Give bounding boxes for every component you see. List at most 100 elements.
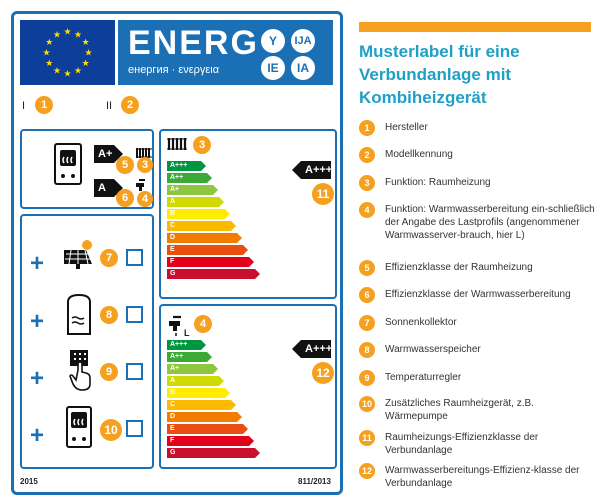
boiler-icon: [54, 143, 82, 185]
load-profile-letter: L: [184, 328, 190, 338]
legend-number: 1: [359, 120, 375, 136]
water-heating-scale-box: L 4 A+++ A++ A+ A B C D E F G A+++ 12: [159, 304, 337, 469]
eu-star-icon: ★: [53, 67, 61, 77]
legend-number: 10: [359, 396, 375, 412]
scale-bar-ap: A+: [167, 185, 218, 195]
marker-6: 6: [116, 189, 134, 207]
energ-word: ENERG: [128, 24, 259, 62]
scale-bar-b: B: [167, 209, 230, 219]
eu-star-icon: ★: [84, 49, 92, 59]
lang-code-ija: IJA: [291, 29, 315, 53]
legend-number: 4: [359, 202, 375, 218]
legend-number: 8: [359, 342, 375, 358]
scale-bar-appp: A+++: [167, 340, 206, 350]
legend-text: Hersteller: [385, 122, 428, 133]
scale-bar-c: C: [167, 400, 236, 410]
marker-4-small: 4: [137, 191, 153, 207]
marker-4: 4: [194, 315, 212, 333]
plus-solar: +: [30, 250, 45, 277]
scale-bar-f: F: [167, 436, 254, 446]
footer-regulation: 811/2013: [298, 477, 331, 486]
eu-star-icon: ★: [45, 38, 53, 48]
legend-text: Zusätzliches Raumheizgerät, z.B. Wärmepu…: [385, 398, 534, 422]
scale-bar-app: A++: [167, 173, 212, 183]
accent-bar: [359, 22, 591, 32]
legend-number: 6: [359, 287, 375, 303]
legend-number: 12: [359, 463, 375, 479]
legend-text: Raumheizungs-Effizienzklasse der Verbund…: [385, 432, 539, 456]
space-heating-class-pointer: A+++: [292, 161, 332, 179]
legend-text: Temperaturregler: [385, 372, 462, 383]
eu-star-icon: ★: [63, 70, 71, 80]
plus-heater: +: [30, 422, 45, 449]
scale-bar-app: A++: [167, 352, 212, 362]
lang-code-y: Y: [261, 29, 285, 53]
legend-text: Modellkennung: [385, 149, 453, 160]
legend-text: Effizienzklasse der Warmwasserbereitung: [385, 289, 571, 300]
package-space-class: A+: [94, 145, 123, 163]
lang-code-ia: IA: [291, 56, 315, 80]
eu-star-icon: ★: [42, 49, 50, 59]
marker-2: 2: [121, 96, 139, 114]
plus-storage: +: [30, 308, 45, 335]
eu-flag-icon: ★ ★ ★ ★ ★ ★ ★ ★ ★ ★ ★ ★: [20, 20, 115, 85]
solar-collector-icon: [64, 240, 92, 269]
marker-10: 10: [100, 419, 122, 441]
package-water-class: A: [94, 179, 123, 197]
marker-3: 3: [193, 136, 211, 154]
scale-bar-a: A: [167, 197, 224, 207]
scale-bar-d: D: [167, 233, 242, 243]
legend-number: 2: [359, 147, 375, 163]
checkbox-solar: [126, 249, 143, 266]
eu-star-icon: ★: [53, 30, 61, 40]
tap-icon: [169, 315, 181, 336]
scale-bar-a: A: [167, 376, 224, 386]
legend-text: Warmwasserbereitungs-Effizienz-klasse de…: [385, 465, 580, 489]
legend-text: Funktion: Warmwasserbereitung ein-schlie…: [385, 204, 595, 241]
marker-11: 11: [312, 183, 334, 205]
checkbox-controller: [126, 363, 143, 380]
eu-star-icon: ★: [82, 38, 90, 48]
eu-star-icon: ★: [74, 67, 82, 77]
scale-bar-c: C: [167, 221, 236, 231]
scale-bar-e: E: [167, 245, 248, 255]
energy-label: ★ ★ ★ ★ ★ ★ ★ ★ ★ ★ ★ ★ ENERG енергия · ενεργεια Y …: [11, 11, 343, 495]
legend-number: 5: [359, 260, 375, 276]
scale-bar-ap: A+: [167, 364, 218, 374]
panel-title: Musterlabel für eine Verbundanlage mit K…: [359, 42, 520, 107]
marker-8: 8: [100, 306, 118, 324]
components-box: + 7 + 8 + 9 + 10: [20, 214, 154, 469]
legend-text: Effizienzklasse der Raumheizung: [385, 262, 533, 273]
marker-1: 1: [35, 96, 53, 114]
checkbox-storage: [126, 306, 143, 323]
marker-12: 12: [312, 362, 334, 384]
hot-water-tank-icon: [67, 294, 91, 335]
marker-5: 5: [116, 156, 134, 174]
energy-header: ENERG енергия · ενεργεια Y IJA IE IA: [118, 20, 333, 85]
eu-star-icon: ★: [82, 59, 90, 69]
eu-star-icon: ★: [74, 30, 82, 40]
footer-year: 2015: [20, 477, 38, 486]
marker-9: 9: [100, 363, 118, 381]
combi-heater-box: A+ 5 3 A 6 4: [20, 129, 154, 209]
tap-small-icon: [136, 179, 145, 191]
supplementary-heater-icon: [66, 406, 92, 448]
legend-number: 3: [359, 175, 375, 191]
lang-code-ie: IE: [261, 56, 285, 80]
supplier-roman: I: [22, 100, 26, 112]
eu-star-icon: ★: [63, 28, 71, 38]
legend-number: 7: [359, 315, 375, 331]
scale-bar-appp: A+++: [167, 161, 206, 171]
scale-bar-b: B: [167, 388, 230, 398]
temperature-controller-icon: [69, 350, 91, 391]
scale-bar-g: G: [167, 269, 260, 279]
marker-7: 7: [100, 249, 118, 267]
legend-number: 11: [359, 430, 375, 446]
space-heating-scale-box: 3 A+++ A++ A+ A B C D E F G A+++ 11: [159, 129, 337, 299]
plus-controller: +: [30, 365, 45, 392]
legend-text: Funktion: Raumheizung: [385, 177, 491, 188]
model-roman: II: [106, 100, 113, 112]
checkbox-heater: [126, 420, 143, 437]
legend-text: Warmwasserspeicher: [385, 344, 481, 355]
scale-bar-g: G: [167, 448, 260, 458]
